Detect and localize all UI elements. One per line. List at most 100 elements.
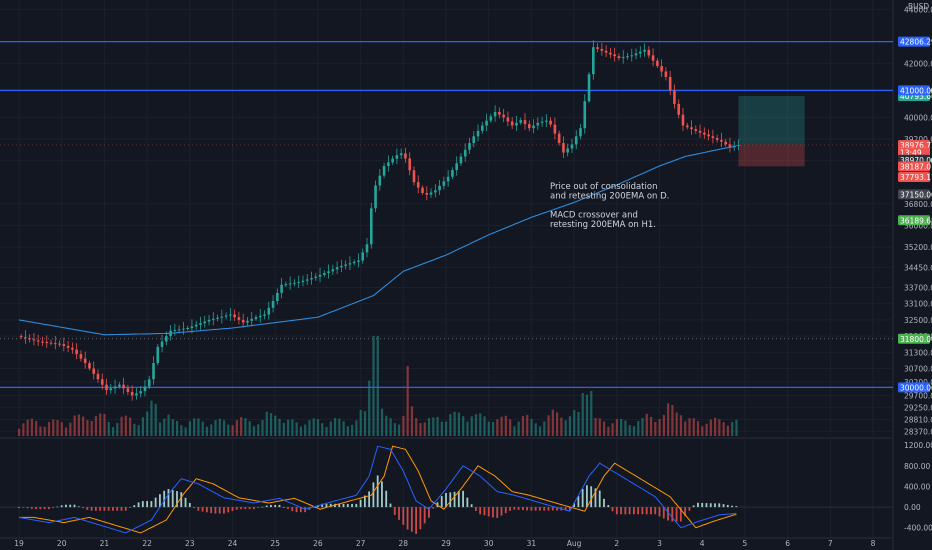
volume-bar	[338, 418, 341, 436]
x-tick-label: 31	[527, 539, 537, 548]
macd-histogram-bar	[261, 506, 264, 508]
price-axis-label: 34450.00	[904, 263, 932, 272]
macd-histogram-bar	[94, 507, 97, 511]
macd-histogram-bar	[193, 507, 195, 509]
macd-histogram-bar	[257, 507, 260, 508]
macd-histogram-bar	[432, 507, 435, 509]
candle-body	[630, 55, 634, 57]
macd-histogram-bar	[517, 507, 520, 510]
volume-bar	[22, 423, 25, 436]
candle-body	[532, 125, 535, 129]
candle-body	[737, 145, 740, 147]
macd-histogram-bar	[398, 507, 400, 520]
price-tag-label: 37793.17	[900, 173, 932, 182]
volume-bar	[158, 422, 162, 436]
level-tag-label: 42806.29	[900, 38, 932, 47]
macd-histogram-bar	[146, 501, 148, 508]
candle-body	[246, 320, 249, 323]
volume-bar	[47, 421, 51, 436]
macd-histogram-bar	[171, 490, 174, 508]
macd-histogram-bar	[662, 507, 665, 519]
macd-histogram-bar	[154, 497, 157, 508]
volume-bar	[581, 393, 584, 436]
x-tick-label: 23	[185, 539, 195, 548]
volume-bar	[696, 421, 700, 436]
volume-bar	[590, 391, 593, 436]
candle-body	[536, 122, 540, 126]
volume-bar	[675, 412, 678, 436]
volume-bar	[521, 416, 525, 436]
volume-bar	[30, 418, 34, 436]
volume-bar	[346, 426, 349, 436]
macd-histogram-bar	[731, 505, 733, 508]
candle-body	[668, 76, 672, 91]
volume-bar	[316, 419, 320, 436]
macd-histogram-bar	[252, 507, 255, 510]
macd-histogram-bar	[287, 507, 289, 510]
volume-bar	[513, 426, 516, 436]
price-axis-label: 40000.00	[904, 113, 932, 122]
macd-histogram-bar	[620, 507, 622, 515]
volume-bar	[231, 425, 234, 436]
macd-histogram-bar	[393, 507, 396, 515]
macd-histogram-bar	[244, 507, 247, 510]
volume-bar	[376, 336, 379, 436]
volume-bar	[137, 425, 140, 436]
macd-histogram-bar	[474, 507, 477, 511]
candle-body	[592, 47, 595, 75]
candle-body	[519, 120, 523, 123]
candle-body	[199, 323, 202, 325]
macd-histogram-bar	[466, 497, 469, 508]
volume-bar	[530, 418, 533, 436]
volume-bar	[329, 421, 332, 436]
price-tag-label: 13:49	[900, 149, 922, 158]
candle-body	[545, 120, 548, 122]
macd-histogram-bar	[697, 502, 699, 508]
volume-bar	[278, 418, 281, 436]
volume-bar	[602, 421, 606, 436]
volume-bar	[372, 336, 375, 436]
volume-bar	[684, 421, 687, 436]
volume-bar	[299, 426, 303, 436]
candle-body	[502, 114, 505, 118]
volume-bar	[244, 418, 247, 436]
ema-200-line	[18, 145, 737, 336]
volume-bar	[568, 416, 572, 436]
volume-bar	[60, 422, 63, 436]
macd-histogram-bar	[449, 492, 452, 508]
volume-bar	[517, 421, 520, 436]
macd-histogram-bar	[188, 502, 191, 508]
volume-bar	[308, 420, 311, 436]
candle-body	[570, 144, 574, 149]
candle-body	[634, 53, 638, 56]
x-tick-label: 28	[399, 539, 409, 548]
candle-body	[562, 143, 565, 153]
price-tag-box	[898, 189, 930, 200]
macd-histogram-bar	[714, 503, 716, 508]
macd-histogram-bar	[457, 491, 460, 508]
macd-histogram-bar	[521, 507, 524, 511]
x-tick-label: 26	[313, 539, 323, 548]
volume-bar	[193, 418, 196, 436]
candle-body	[643, 49, 646, 52]
volume-bar	[564, 420, 567, 436]
volume-bar	[556, 412, 559, 436]
macd-histogram-bar	[509, 507, 511, 511]
macd-histogram-bar	[150, 501, 153, 508]
candle-body	[480, 125, 484, 131]
volume-bar	[295, 422, 298, 436]
x-tick-label: 5	[743, 539, 748, 548]
volume-bar	[679, 415, 683, 436]
price-axis-label: 36000.00	[904, 221, 932, 230]
macd-histogram-bar	[543, 507, 546, 511]
candle-body	[378, 175, 382, 186]
volume-bar	[654, 422, 657, 436]
candle-body	[66, 346, 70, 348]
macd-histogram-bar	[214, 507, 217, 514]
volume-bar	[594, 418, 597, 436]
candle-body	[263, 314, 266, 316]
candle-body	[587, 74, 591, 102]
candle-body	[506, 117, 510, 122]
